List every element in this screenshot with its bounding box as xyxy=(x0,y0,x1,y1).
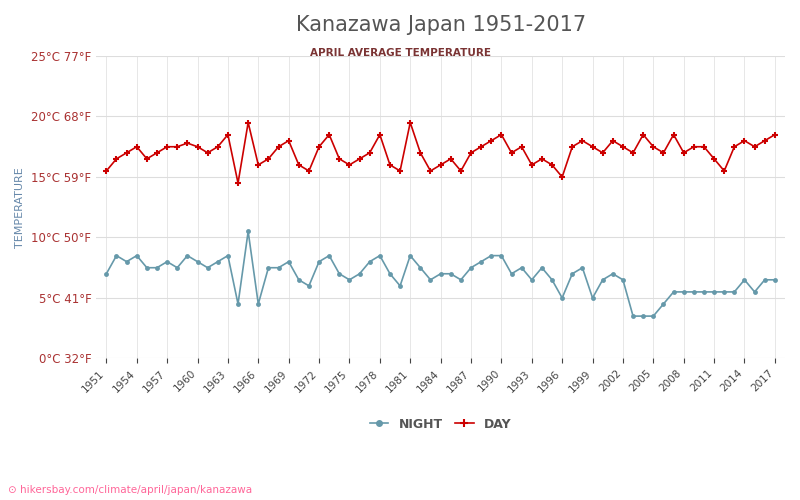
Y-axis label: TEMPERATURE: TEMPERATURE xyxy=(15,167,25,248)
Title: Kanazawa Japan 1951-2017: Kanazawa Japan 1951-2017 xyxy=(295,15,586,35)
Legend: NIGHT, DAY: NIGHT, DAY xyxy=(363,412,518,437)
Text: APRIL AVERAGE TEMPERATURE: APRIL AVERAGE TEMPERATURE xyxy=(310,48,490,58)
Text: ⊙ hikersbay.com/climate/april/japan/kanazawa: ⊙ hikersbay.com/climate/april/japan/kana… xyxy=(8,485,252,495)
